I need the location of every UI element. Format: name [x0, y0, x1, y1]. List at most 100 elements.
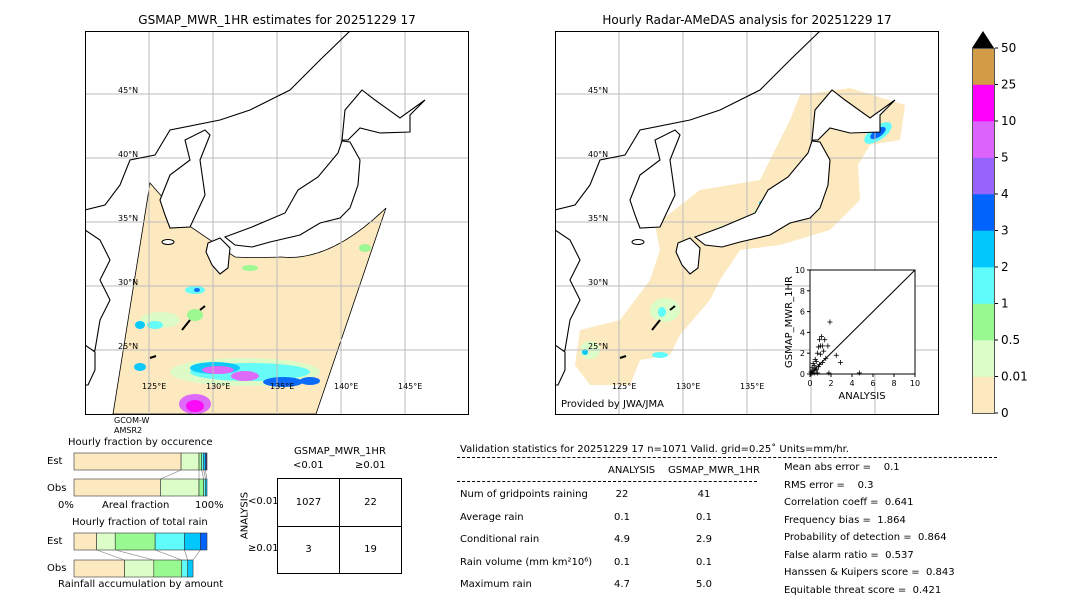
stats-analysis: 0.1	[614, 556, 630, 568]
scatter-xtick: 0	[807, 379, 812, 388]
row-axis-label: ANALYSIS	[239, 491, 251, 540]
scatter-ytick: 8	[800, 287, 805, 296]
scatter-point	[809, 365, 815, 371]
scatter-point	[826, 370, 832, 376]
scatter-xtick: 2	[828, 379, 833, 388]
colorbar-label: 0.01	[1001, 370, 1028, 384]
scatter-point	[810, 361, 816, 367]
lat-label: 35°N	[588, 214, 608, 223]
sensor-label: GCOM-W	[114, 416, 150, 425]
est-label: Est	[47, 456, 63, 467]
credit-label: Provided by JWA/JMA	[561, 399, 664, 410]
score-line: RMS error = 0.3	[784, 479, 874, 491]
scatter-point	[813, 359, 819, 365]
score-line: Frequency bias = 1.864	[784, 514, 906, 526]
lat-label: 40°N	[118, 150, 138, 159]
scatter-point	[816, 337, 822, 343]
scatter-ylabel: GSMAP_MWR_1HR	[784, 276, 795, 368]
colorbar-label: 0.5	[1001, 333, 1020, 347]
stats-gsmap: 0.1	[696, 556, 712, 568]
lat-label: 25°N	[118, 342, 138, 351]
colorbar-segment	[972, 121, 995, 158]
satellite-swath	[112, 182, 387, 414]
score-line: Probability of detection = 0.864	[784, 532, 947, 543]
colorbar-segment	[972, 303, 995, 341]
divider	[457, 481, 757, 482]
fraction-segment	[181, 559, 189, 578]
fraction-bars	[73, 452, 208, 578]
fraction-segment	[114, 532, 156, 551]
colorbar-segment	[972, 230, 995, 268]
total-rain-title: Hourly fraction of total rain	[72, 517, 208, 528]
obs-label: Obs	[47, 563, 67, 574]
fraction-segment	[206, 452, 208, 471]
scatter-ytick: 4	[800, 328, 805, 337]
scatter-point	[818, 351, 823, 357]
row-header: <0.01	[248, 496, 279, 507]
left-map: 45°N 40°N 35°N 30°N 25°N 125°E 130°E 135…	[85, 31, 469, 415]
fraction-segment	[153, 559, 183, 578]
col-header: ≥0.01	[355, 460, 386, 471]
scatter-point	[825, 343, 831, 349]
colorbar: 0 0.01 0.5 1 2 3 4 5 10 25 50	[972, 31, 1028, 420]
scatter-point	[827, 319, 833, 325]
lon-label: 130°E	[206, 382, 230, 391]
colorbar-segment	[972, 48, 995, 85]
colorbar-label: 4	[1001, 187, 1009, 201]
lat-label: 40°N	[588, 150, 608, 159]
colorbar-label: 1	[1001, 297, 1009, 311]
lon-label: 130°E	[676, 382, 700, 391]
stats-header: Validation statistics for 20251229 17 n=…	[460, 444, 849, 455]
lon-label: 140°E	[334, 382, 358, 391]
colorbar-segment	[972, 340, 995, 377]
scatter-point	[819, 334, 825, 340]
stats-gsmap: 41	[697, 489, 711, 500]
lon-label: 145°E	[398, 382, 422, 391]
stats-gsmap: 0.1	[696, 511, 712, 523]
stats-label: Maximum rain	[460, 579, 532, 590]
scatter-point	[816, 362, 822, 368]
scatter-point	[833, 352, 839, 358]
stats-label: Num of gridpoints raining	[460, 489, 588, 500]
scatter-ytick: 2	[800, 349, 805, 358]
scatter-ytick: 10	[795, 266, 805, 275]
scatter-point	[812, 366, 818, 372]
xtick-100: 100%	[195, 500, 224, 511]
scatter-xlabel: ANALYSIS	[838, 391, 885, 402]
left-map-title: GSMAP_MWR_1HR estimates for 20251229 17	[138, 13, 416, 27]
cell: 19	[364, 544, 377, 555]
fraction-segment	[187, 559, 194, 578]
lon-label: 135°E	[270, 382, 294, 391]
fraction-segment	[124, 559, 155, 578]
contingency-table: 1027 22 3 19	[277, 478, 402, 574]
lat-label: 45°N	[118, 86, 138, 95]
scatter-point	[820, 343, 826, 349]
fraction-segment	[73, 532, 97, 551]
col-analysis: ANALYSIS	[608, 465, 656, 476]
obs-label: Obs	[47, 483, 67, 494]
scatter-point	[823, 355, 829, 361]
colorbar-label: 25	[1001, 78, 1016, 92]
scatter-point	[813, 367, 819, 373]
stats-label: Rain volume (mm km²10⁶)	[460, 556, 593, 568]
fraction-segment	[205, 478, 208, 497]
col-header: <0.01	[293, 460, 324, 471]
xtick-0: 0%	[58, 500, 74, 511]
fraction-segment	[96, 532, 116, 551]
contingency-title: GSMAP_MWR_1HR	[294, 446, 386, 457]
score-line: False alarm ratio = 0.537	[784, 549, 914, 561]
score-line: Equitable threat score = 0.421	[784, 584, 942, 596]
scatter-point	[810, 368, 816, 374]
lon-label: 125°E	[612, 382, 636, 391]
fraction-segment	[73, 478, 161, 497]
row-header: ≥0.01	[248, 543, 279, 554]
divider	[457, 457, 997, 458]
lat-label: 35°N	[118, 214, 138, 223]
fraction-segment	[198, 478, 204, 497]
scatter-point	[821, 348, 827, 354]
colorbar-segment	[972, 194, 995, 231]
stats-analysis: 4.7	[614, 579, 630, 590]
colorbar-label: 2	[1001, 260, 1009, 274]
right-map-title: Hourly Radar-AMeDAS analysis for 2025122…	[602, 13, 892, 27]
